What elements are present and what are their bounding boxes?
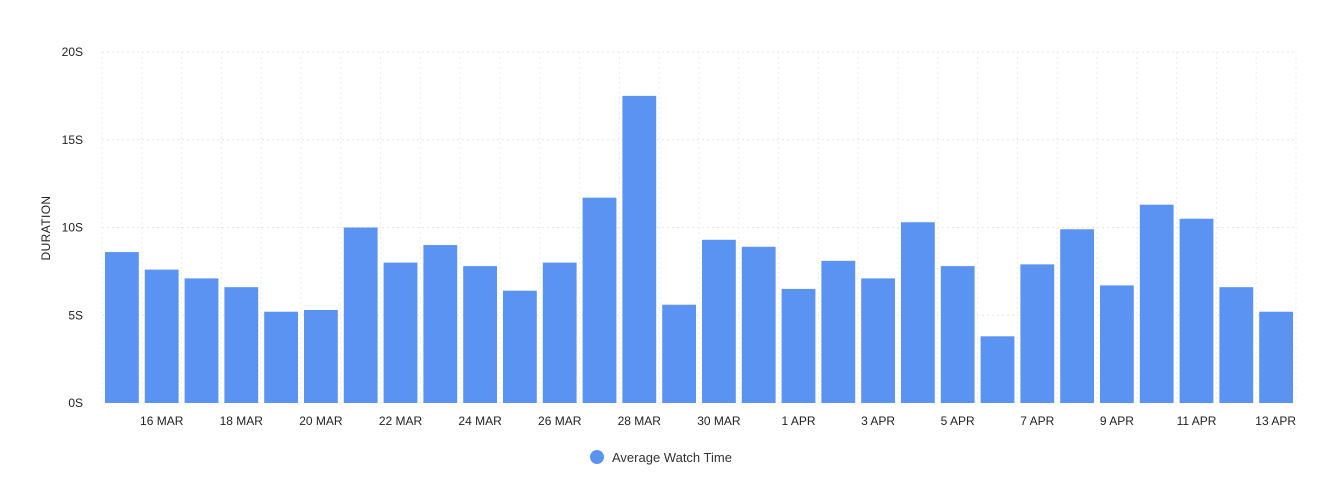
y-tick-label: 0S [68,396,83,410]
bar[interactable] [980,336,1015,403]
x-tick-label: 16 MAR [140,414,184,428]
x-tick-label: 13 APR [1255,414,1296,428]
bar[interactable] [184,278,219,403]
bar[interactable] [1060,229,1094,403]
x-tick-label: 30 MAR [697,414,741,428]
legend-label: Average Watch Time [612,450,732,465]
y-tick-label: 20S [62,45,83,59]
x-tick-label: 26 MAR [538,414,582,428]
bar[interactable] [1020,264,1055,403]
bar[interactable] [383,262,418,403]
bar[interactable] [940,266,975,403]
y-tick-label: 10S [62,221,83,235]
bar[interactable] [1259,311,1293,403]
bars [105,95,1293,404]
bar[interactable] [463,266,497,403]
bar[interactable] [1219,287,1254,403]
bar[interactable] [343,227,378,404]
bar[interactable] [264,311,298,403]
legend[interactable]: Average Watch Time [590,450,732,465]
bar[interactable] [781,288,816,403]
bar[interactable] [821,260,856,403]
x-tick-label: 1 APR [781,414,815,428]
bar[interactable] [1179,218,1214,403]
bar[interactable] [423,245,458,403]
x-tick-label: 11 APR [1177,414,1217,428]
legend-swatch [590,450,604,464]
bar[interactable] [1139,204,1174,403]
x-tick-label: 7 APR [1020,414,1054,428]
bar[interactable] [105,252,139,403]
bar[interactable] [144,269,179,403]
x-tick-label: 20 MAR [299,414,343,428]
x-tick-label: 22 MAR [379,414,423,428]
bar[interactable] [304,309,338,403]
bar[interactable] [702,239,736,403]
bar[interactable] [542,262,577,403]
grid [101,51,1297,403]
bar[interactable] [901,222,935,403]
bar[interactable] [1100,285,1134,403]
bar[interactable] [741,246,776,403]
bar[interactable] [582,197,617,403]
bar[interactable] [861,278,895,403]
x-tick-label: 28 MAR [618,414,662,428]
x-tick-label: 9 APR [1100,414,1134,428]
y-tick-label: 5S [68,308,83,322]
x-tick-label: 24 MAR [458,414,502,428]
x-axis-ticks: 16 MAR 18 MAR 20 MAR 22 MAR 24 MAR 26 MAR 28 M… [140,414,1296,428]
bar[interactable] [662,304,696,403]
x-tick-label: 18 MAR [220,414,264,428]
y-tick-label: 15S [62,133,83,147]
y-axis-title: DURATION [39,196,53,261]
x-tick-label: 5 APR [941,414,975,428]
bar[interactable] [224,287,259,403]
bar[interactable] [503,290,537,403]
bar[interactable] [622,95,657,403]
x-tick-label: 3 APR [861,414,895,428]
y-axis-ticks: 0S 5S 10S 15S 20S [62,45,83,410]
